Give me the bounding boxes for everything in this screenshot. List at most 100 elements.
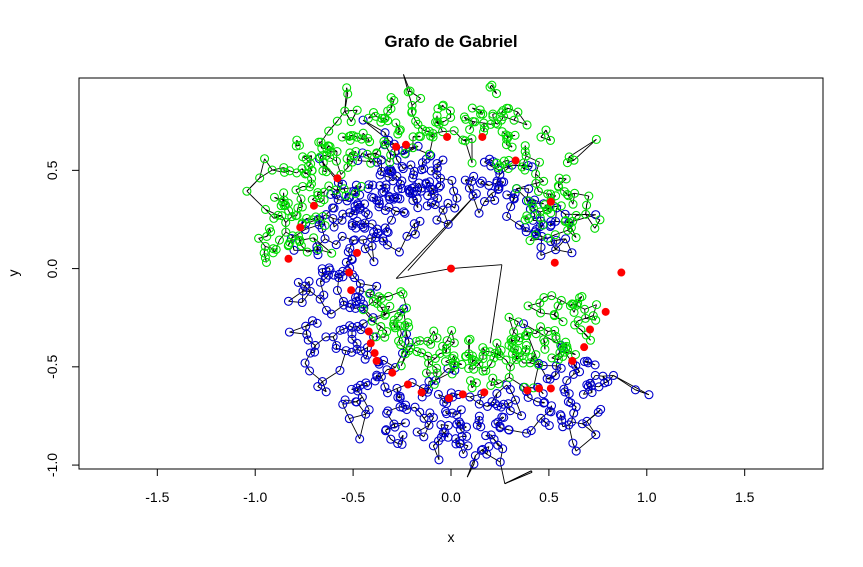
graph-edge [356,401,367,415]
blue-node [317,264,327,274]
green-node [260,253,270,263]
graph-edge [481,449,487,455]
graph-edge [496,384,508,394]
graph-edge [337,290,344,302]
graph-edge [540,312,555,315]
green-node [533,186,544,196]
green-node [259,248,269,258]
graph-edge [530,418,542,431]
blue-node [300,358,310,368]
green-node [446,112,456,122]
green-node [551,334,561,344]
graph-edge [550,239,557,242]
green-node [517,351,527,361]
green-node [447,369,457,379]
graph-edge [555,368,562,376]
x-tick-label: -0.5 [341,489,365,505]
graph-edge [550,405,552,412]
blue-node [428,412,439,423]
graph-edge [407,91,413,106]
green-node [497,127,507,137]
graph-edge [369,293,380,298]
blue-node [502,190,512,200]
green-node [534,360,544,370]
green-node [520,165,530,175]
graph-edge [325,207,333,215]
green-node [520,141,530,151]
graph-edge [364,248,375,262]
green-node [437,127,448,137]
green-node [513,317,524,327]
blue-node [395,402,405,412]
blue-node [555,410,565,420]
green-node [318,211,328,221]
blue-node [351,296,361,307]
blue-node [373,228,383,238]
graph-edge [508,377,525,388]
green-node [591,134,601,144]
graph-edge [415,120,419,125]
blue-node [566,417,577,427]
blue-node [356,346,366,356]
graph-edge [469,393,482,398]
blue-node [329,203,339,213]
graph-edge [592,304,597,316]
blue-node [465,392,475,402]
green-node [461,114,471,124]
green-node [424,358,434,368]
blue-node [526,426,536,436]
graph-edge [450,264,502,270]
green-node [450,360,460,370]
green-node [562,341,572,351]
green-node [391,118,401,128]
graph-edge [345,350,352,353]
blue-node [401,400,411,410]
graph-edge [504,471,533,485]
blue-node [530,227,540,237]
blue-node [355,279,365,289]
graph-edge [468,338,471,341]
graph-edge [442,130,455,133]
green-node [549,309,559,320]
graph-edge [317,381,323,387]
green-node [463,335,474,346]
blue-node [486,188,497,199]
graph-edge [555,365,557,376]
green-node [558,317,568,327]
graph-edge [351,388,358,392]
blue-node [317,377,327,387]
blue-node [352,338,362,348]
blue-node [451,434,461,444]
green-node [306,179,317,189]
blue-node [399,207,409,217]
graph-edge [425,181,430,184]
graph-edge [288,300,303,303]
green-node [346,117,356,127]
graph-edge [483,122,491,125]
green-node [465,376,476,386]
green-node [400,349,410,359]
graph-edge [485,434,492,437]
graph-edge [401,435,404,445]
blue-node [367,233,377,243]
red-node [364,327,373,336]
blue-node [419,432,429,442]
green-node [547,291,557,301]
green-node [434,119,444,129]
graph-edge [366,154,372,164]
blue-node [518,319,529,329]
graph-edge [564,191,569,197]
green-node [381,309,391,319]
blue-node [477,176,487,186]
green-node [426,131,436,141]
graph-edge [484,199,495,202]
red-node [478,132,487,141]
green-node [576,325,586,335]
green-node [535,207,545,217]
graph-edge [435,121,440,125]
green-node [550,325,560,336]
blue-node [312,245,322,256]
graph-edge [359,283,361,291]
red-node [546,197,555,206]
blue-node [451,439,461,449]
